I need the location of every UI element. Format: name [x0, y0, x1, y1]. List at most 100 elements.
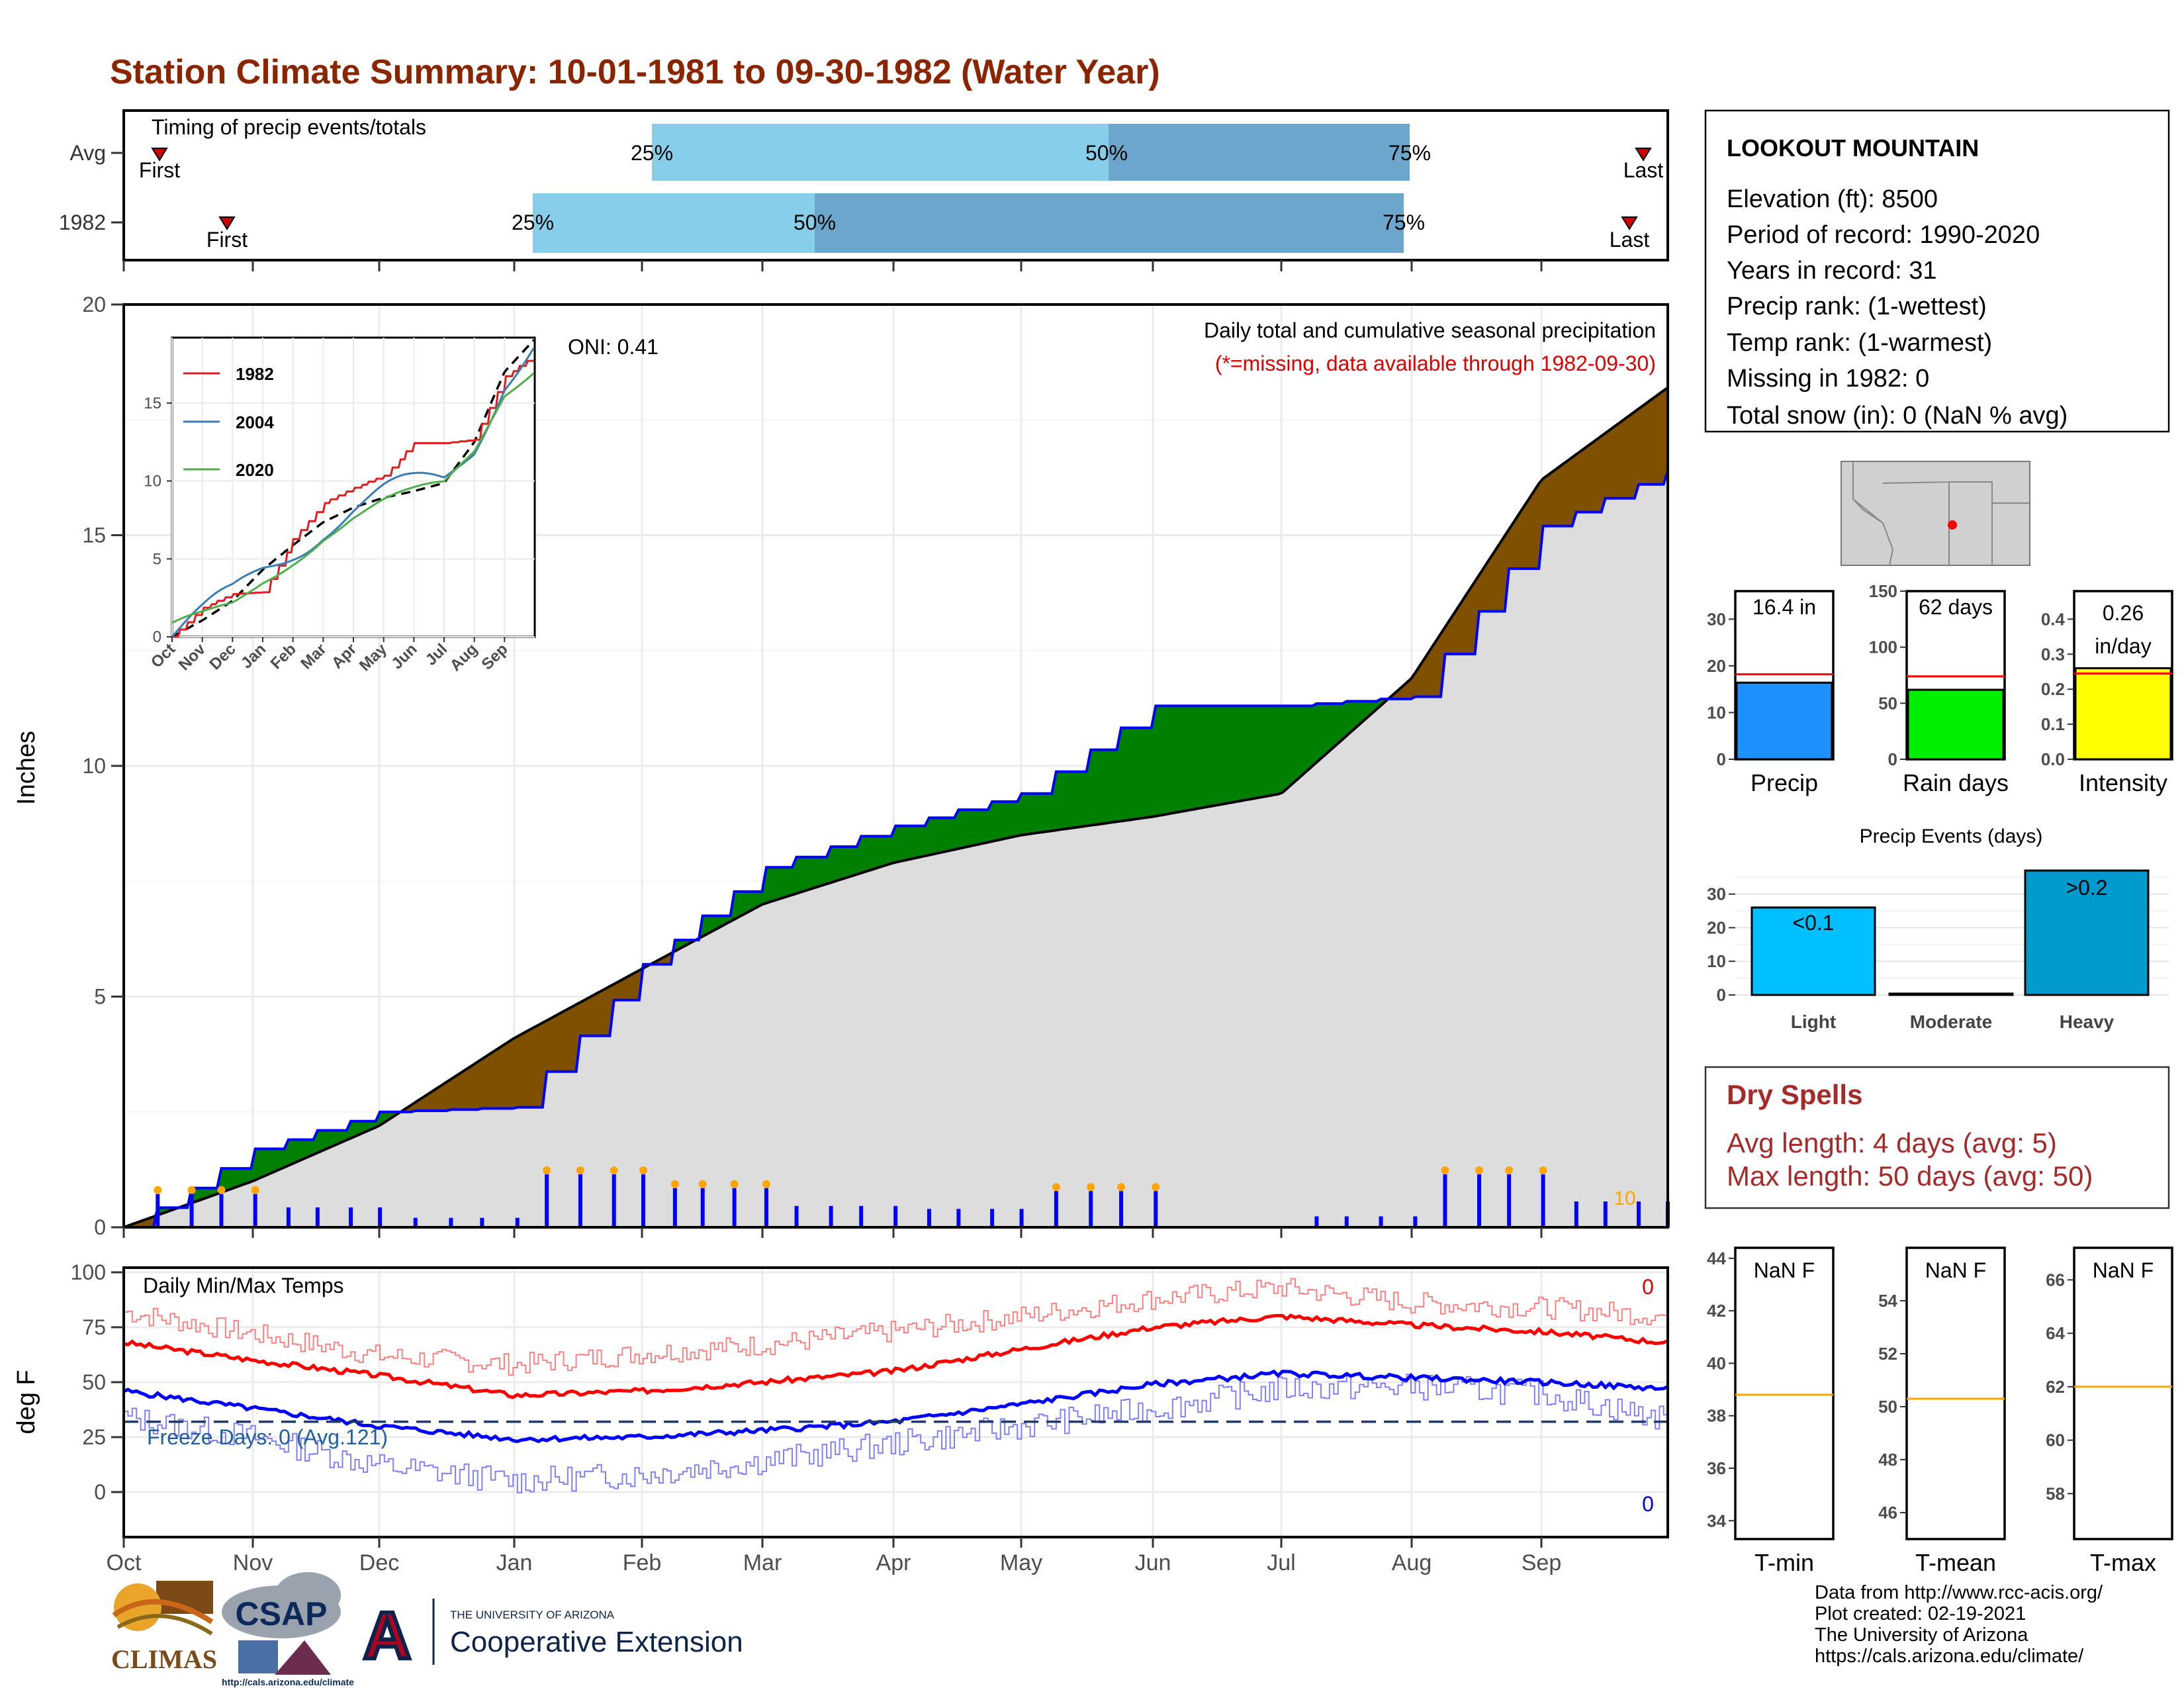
- daily-precip-bar: [413, 1217, 418, 1227]
- temp-y-axis-title: deg F: [13, 1370, 40, 1434]
- timing-last-label: Last: [1623, 158, 1664, 182]
- timing-row-label: 1982: [59, 211, 106, 234]
- dry-spells-box: Dry Spells Avg length: 4 days (avg: 5) M…: [1704, 1066, 2170, 1209]
- event-bar: [1888, 992, 2014, 996]
- event-bar-label: >0.2: [2066, 876, 2107, 900]
- daily-precip-bar: [764, 1188, 768, 1227]
- daily-precip-bar: [956, 1209, 961, 1227]
- timing-first-label: First: [139, 158, 180, 182]
- value-label-unit: in/day: [2095, 634, 2151, 658]
- csap-logo-url: http://cals.arizona.edu/climate: [222, 1677, 354, 1687]
- station-snow: Total snow (in): 0 (NaN % avg): [1727, 402, 2068, 430]
- station-years: Years in record: 31: [1727, 257, 1937, 285]
- y-tick-label: 5: [94, 985, 106, 1009]
- daily-precip-bar: [189, 1194, 194, 1227]
- chart-title: T-max: [2090, 1549, 2156, 1576]
- climas-logo-swoosh: [112, 1599, 214, 1624]
- value-label: 16.4 in: [1752, 595, 1816, 619]
- heavy-day-marker: [730, 1180, 739, 1188]
- daily-precip-bar: [1119, 1191, 1124, 1227]
- temp-y-tick-label: 34: [1707, 1511, 1726, 1530]
- temp-y-tick-label: 62: [2046, 1377, 2065, 1397]
- temp-y-tick-label: 64: [2046, 1323, 2065, 1343]
- event-bar: [1751, 906, 1876, 996]
- month-label: Dec: [359, 1550, 399, 1575]
- inset-2020-line: [171, 372, 535, 624]
- bar-max-label: 10: [1614, 1188, 1635, 1209]
- temp-y-tick-label: 48: [1878, 1450, 1897, 1470]
- precip-y-axis: 0 5 10 15 20: [82, 293, 124, 1239]
- ua-logo-big-text: Cooperative Extension: [450, 1626, 743, 1658]
- y-tick-label: 20: [82, 293, 106, 316]
- inset-y-tick-label: 15: [144, 395, 161, 412]
- ua-logo-small-text: THE UNIVERSITY OF ARIZONA: [450, 1609, 615, 1621]
- timing-q50-label: 50%: [794, 211, 836, 234]
- month-label: Apr: [876, 1550, 911, 1575]
- summary-y-tick-label: 150: [1869, 581, 1897, 601]
- inset-legend: 1982 2004 2020: [183, 364, 274, 480]
- timing-row-avg: Avg First Last 25% 50% 75%: [69, 124, 1663, 182]
- event-category: Light: [1791, 1011, 1836, 1032]
- daily-precip-bar: [449, 1217, 453, 1227]
- heavy-day-marker: [1087, 1183, 1095, 1192]
- map-state-borders: [1852, 461, 2030, 566]
- events-y-tick-label: 30: [1707, 884, 1726, 904]
- daily-precip-bar: [641, 1174, 645, 1227]
- inset-avg-line: [171, 339, 535, 638]
- daily-precip-bar: [859, 1205, 864, 1227]
- precip-y-axis-title: Inches: [13, 731, 40, 805]
- heavy-day-marker: [154, 1186, 162, 1194]
- daily-precip-bar: [1019, 1209, 1024, 1227]
- chart-title: T-mean: [1915, 1549, 1996, 1576]
- chart-title: Intensity: [2079, 769, 2167, 796]
- freeze-days-label: Freeze Days: 0 (Avg.121): [147, 1425, 388, 1449]
- avg-max-temp-line: [123, 1313, 1668, 1399]
- ua-logo-mark: A: [363, 1599, 411, 1673]
- value-label: NaN F: [1754, 1258, 1815, 1282]
- footer-url: https://cals.arizona.edu/climate/: [1815, 1646, 2084, 1667]
- daily-precip-bar: [1314, 1216, 1319, 1227]
- daily-precip-bar: [1344, 1216, 1349, 1227]
- daily-precip-bar: [612, 1174, 616, 1227]
- university-logo: A THE UNIVERSITY OF ARIZONA Cooperative …: [361, 1597, 743, 1675]
- y-tick-label: 75: [82, 1315, 106, 1339]
- legend-label: 1982: [236, 364, 274, 384]
- month-label: Jan: [496, 1550, 533, 1575]
- summary-y-tick-label: 20: [1707, 656, 1726, 676]
- daily-precip-bar: [1089, 1191, 1093, 1227]
- heavy-day-marker: [1539, 1166, 1547, 1174]
- daily-precip-bar: [515, 1217, 520, 1227]
- climas-logo-sun: [114, 1583, 161, 1631]
- page-title: Station Climate Summary: 10-01-1981 to 0…: [110, 53, 1160, 91]
- month-label: Oct: [107, 1550, 142, 1575]
- temp-y-tick-label: 54: [1878, 1291, 1897, 1311]
- csap-logo-cloud: [275, 1572, 341, 1618]
- chart-title: Precip: [1751, 769, 1818, 796]
- timing-q25-label: 25%: [631, 141, 673, 165]
- footer-data-source: Data from http://www.rcc-acis.org/: [1815, 1582, 2103, 1603]
- csap-logo-bars: [238, 1640, 278, 1673]
- station-precip-rank: Precip rank: (1-wettest): [1727, 293, 1987, 320]
- daily-precip-bar: [156, 1194, 160, 1227]
- heavy-day-marker: [610, 1166, 618, 1174]
- climas-logo-text: CLIMAS: [111, 1644, 217, 1674]
- month-label: Mar: [743, 1550, 782, 1575]
- station-period: Period of record: 1990-2020: [1727, 221, 2040, 249]
- tmin-chart: NaN F T-min: [1734, 1246, 1835, 1576]
- events-title: Precip Events (days): [1860, 825, 2043, 847]
- inset-y-tick-label: 0: [153, 628, 161, 646]
- month-label: Feb: [623, 1550, 662, 1575]
- normal-cumulative-line: [123, 386, 1669, 1229]
- month-label: Aug: [1392, 1550, 1432, 1575]
- csap-logo-mountain: [275, 1640, 331, 1675]
- timing-bar-25-50: [533, 193, 815, 253]
- max-count-label: 0: [1642, 1275, 1654, 1299]
- temp-y-tick-label: 50: [1878, 1397, 1897, 1417]
- inset-1982-line: [172, 359, 534, 638]
- daily-max-temp-line: [124, 1278, 1668, 1376]
- timing-q25-label: 25%: [512, 211, 554, 234]
- daily-precip-bar: [219, 1194, 224, 1227]
- daily-precip-bar: [1054, 1191, 1058, 1227]
